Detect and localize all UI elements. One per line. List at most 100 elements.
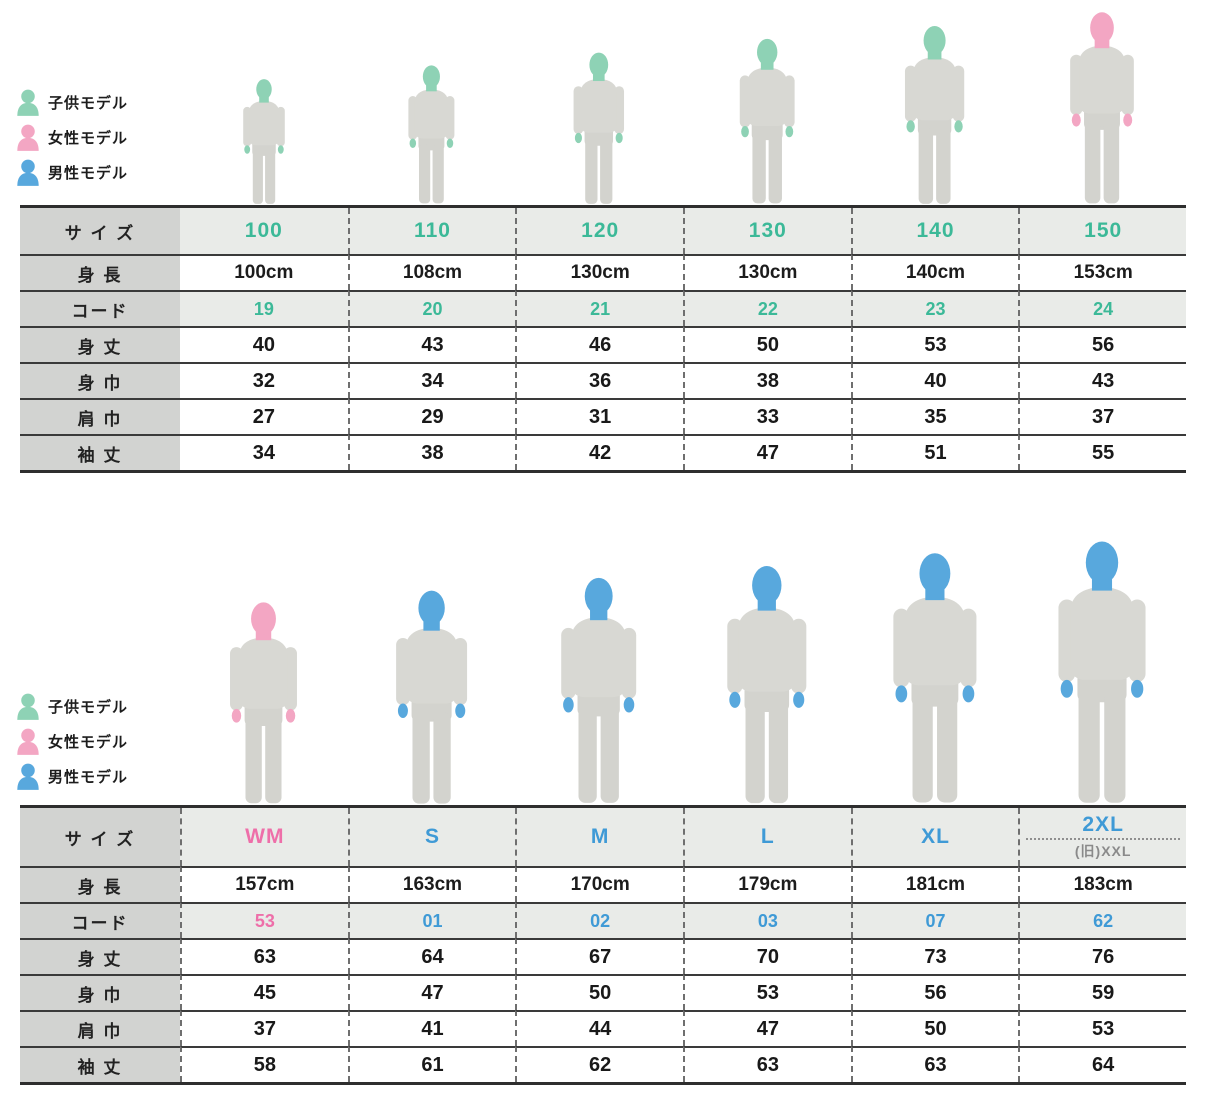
kid-model-figure-130: [725, 36, 809, 205]
kids-height-110: 108cm: [347, 254, 516, 290]
legend-item-female-model: 女性モデル: [15, 123, 128, 151]
adults-sleeve-length-M: 62: [515, 1046, 683, 1082]
adults-size-table: サ イ ズ WM S M L XL 2XL (旧)XXL 身 長 157cm 163cm 170cm 1…: [20, 805, 1186, 1085]
female-model-figure-WM: [212, 599, 315, 805]
male-model-figure-M: [541, 574, 656, 805]
male-model-figure-XL: [871, 549, 999, 805]
model-legend-kids-section: 子供モデル 女性モデル 男性モデル: [15, 88, 128, 186]
kids-body-width-130: 38: [683, 362, 851, 398]
kids-sleeve-length-row-label: 袖 丈: [20, 434, 180, 470]
adults-code-WM: 53: [180, 902, 348, 938]
kids-body-width-100: 32: [180, 362, 348, 398]
body-length-value: 76: [1092, 945, 1115, 968]
kids-size-header-130: 130: [683, 208, 851, 254]
kid-model-figure-120: [560, 50, 638, 205]
size-label: M: [590, 825, 610, 848]
shoulder-width-value: 41: [421, 1017, 444, 1040]
hand: [575, 132, 583, 143]
head: [752, 565, 782, 605]
body-width-value: 32: [252, 369, 275, 392]
body-length-value: 50: [756, 333, 779, 356]
adults-code-S: 01: [347, 902, 516, 938]
adults-sleeve-length-2XL: 64: [1018, 1046, 1186, 1082]
sleeve-length-value: 34: [252, 441, 275, 464]
sweatshirt: [248, 101, 279, 146]
kids-body-width-120: 36: [515, 362, 683, 398]
body-width-value: 34: [421, 369, 444, 392]
adults-shoulder-width-WM: 37: [180, 1010, 348, 1046]
adults-code-L: 03: [683, 902, 851, 938]
adults-body-width-WM: 45: [180, 974, 348, 1010]
adults-shoulder-width-M: 44: [515, 1010, 683, 1046]
code-value: 03: [757, 910, 778, 931]
person-bust-icon: [17, 763, 39, 790]
kids-height-row-label: 身 長: [20, 254, 180, 290]
legend-label: 男性モデル: [48, 164, 129, 182]
hand: [1071, 113, 1081, 127]
adults-size-header-WM: WM: [180, 808, 348, 866]
code-value: 24: [1093, 298, 1114, 319]
sleeve-length-value: 62: [589, 1053, 612, 1076]
legend-item-kid-model: 子供モデル: [15, 692, 128, 720]
kids-body-length-row-label: 身 丈: [20, 326, 180, 362]
adults-sleeve-length-S: 61: [347, 1046, 516, 1082]
kids-shoulder-width-110: 29: [347, 398, 516, 434]
adults-shoulder-width-S: 41: [347, 1010, 516, 1046]
kids-body-length-110: 43: [347, 326, 516, 362]
person-bust-icon: [17, 159, 39, 186]
size-label: 100: [244, 219, 283, 242]
sleeve-length-value: 58: [253, 1053, 276, 1076]
height-value: 130cm: [738, 262, 798, 283]
kids-code-130: 22: [683, 290, 851, 326]
adults-size-header-2XL: 2XL (旧)XXL: [1018, 808, 1186, 866]
kids-shoulder-width-140: 35: [850, 398, 1019, 434]
body-width-value: 59: [1092, 981, 1115, 1004]
adults-height-2XL: 183cm: [1018, 866, 1186, 902]
code-value: 62: [1093, 910, 1114, 931]
size-label: 110: [414, 219, 451, 242]
kids-size-header-140: 140: [850, 208, 1019, 254]
person-bust-icon: [17, 89, 39, 116]
kids-body-width-150: 43: [1018, 362, 1186, 398]
adults-body-length-WM: 63: [180, 938, 348, 974]
sweatshirt: [913, 56, 956, 120]
hand: [397, 703, 408, 718]
adults-code-XL: 07: [850, 902, 1019, 938]
sweatshirt: [406, 627, 457, 704]
height-value: 163cm: [402, 874, 463, 895]
adults-code-2XL: 62: [1018, 902, 1186, 938]
head: [422, 65, 441, 89]
adults-body-width-L: 53: [683, 974, 851, 1010]
kid-model-figure-140: [889, 23, 980, 205]
sleeve-length-value: 61: [421, 1053, 444, 1076]
code-value: 01: [422, 910, 443, 931]
adults-size-row-label: サ イ ズ: [20, 808, 180, 866]
adults-size-header-XL: XL: [850, 808, 1019, 866]
shoulder-width-value: 27: [252, 405, 275, 428]
head: [418, 590, 445, 625]
adults-body-length-M: 67: [515, 938, 683, 974]
code-value: 20: [422, 298, 443, 319]
kids-size-header-120: 120: [515, 208, 683, 254]
old-size-label: (旧)XXL: [1074, 843, 1132, 859]
kids-shoulder-width-120: 31: [515, 398, 683, 434]
legend-item-female-model: 女性モデル: [15, 727, 128, 755]
body-length-value: 40: [252, 333, 275, 356]
kids-code-140: 23: [850, 290, 1019, 326]
adults-shoulder-width-2XL: 53: [1018, 1010, 1186, 1046]
kids-height-130: 130cm: [683, 254, 851, 290]
sweatshirt: [1079, 45, 1126, 114]
size-label: XL: [921, 825, 950, 848]
shoulder-width-value: 44: [589, 1017, 612, 1040]
adults-height-L: 179cm: [683, 866, 851, 902]
legend-label: 女性モデル: [48, 129, 129, 147]
height-value: 108cm: [402, 262, 463, 283]
shoulder-width-value: 47: [756, 1017, 779, 1040]
person-bust-icon: [17, 728, 39, 755]
shoulder-width-value: 53: [1092, 1017, 1115, 1040]
body-width-value: 45: [253, 981, 276, 1004]
size-label: 120: [581, 219, 620, 242]
head: [585, 578, 614, 615]
body-length-value: 70: [756, 945, 779, 968]
size-label: 150: [1084, 219, 1123, 242]
